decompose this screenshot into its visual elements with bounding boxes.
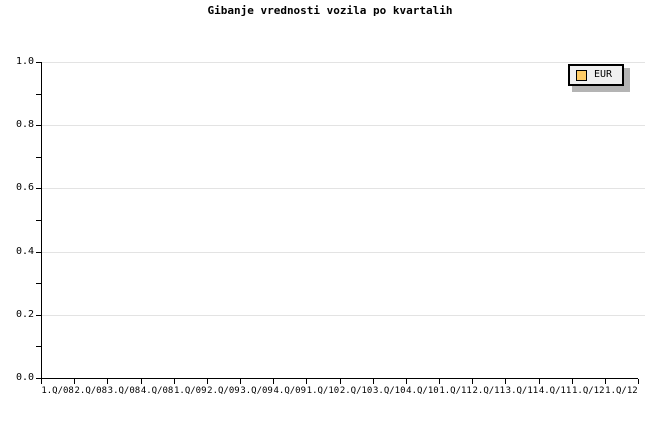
- x-axis-label: 3.Q/09: [240, 386, 273, 396]
- x-axis-tick: [174, 379, 175, 384]
- x-axis-label: 3.Q/08: [107, 386, 141, 396]
- x-axis-tick: [605, 379, 606, 384]
- x-axis-label: 4.Q/08: [140, 386, 174, 396]
- y-axis-label-wrap: 0.0: [0, 373, 34, 383]
- x-axis-label: 2.Q/11: [472, 386, 506, 396]
- x-axis-line: [41, 378, 638, 379]
- x-axis-tick: [74, 379, 75, 384]
- gridline: [41, 314, 645, 316]
- x-axis-label: 4.Q/10: [406, 386, 439, 396]
- x-axis-label: 1.Q/09: [173, 386, 207, 396]
- x-axis-tick: [41, 379, 42, 384]
- y-axis-tick: [36, 252, 41, 253]
- y-axis-tick: [36, 378, 41, 379]
- x-axis-label: 4.Q/09: [273, 386, 307, 396]
- x-axis-tick: [472, 379, 473, 384]
- y-axis-label-wrap: 0.8: [0, 120, 34, 130]
- x-axis-tick: [439, 379, 440, 384]
- y-axis-minor-tick: [36, 157, 41, 158]
- x-axis-label: 2.Q/10: [339, 386, 373, 396]
- x-axis-tick: [539, 379, 540, 384]
- x-axis-tick: [141, 379, 142, 384]
- y-axis-label-wrap: 0.2: [0, 310, 34, 320]
- x-axis-tick: [406, 379, 407, 384]
- x-axis-tick: [273, 379, 274, 384]
- x-axis-tick: [306, 379, 307, 384]
- x-axis-tick: [572, 379, 573, 384]
- x-axis-tick: [505, 379, 506, 384]
- y-axis-minor-tick: [36, 283, 41, 284]
- x-axis-label: 1.Q/12: [605, 386, 638, 396]
- x-axis-label: 1.Q/12: [571, 386, 605, 396]
- y-axis-minor-tick: [36, 346, 41, 347]
- legend-swatch-eur: [576, 69, 587, 81]
- x-axis-label: 4.Q/11: [538, 386, 572, 396]
- x-axis-tick: [638, 379, 639, 384]
- gridline: [41, 62, 645, 63]
- x-axis-tick: [340, 379, 341, 384]
- y-axis-label-wrap: 0.6: [0, 183, 34, 193]
- legend-label-eur: EUR: [594, 69, 613, 80]
- y-axis-label: 0.8: [15, 119, 34, 130]
- y-axis-tick: [36, 62, 41, 63]
- gridline: [41, 125, 645, 127]
- y-axis-line: [41, 62, 42, 379]
- x-axis-label: 3.Q/10: [372, 386, 406, 396]
- y-axis-label: 0.4: [15, 246, 34, 257]
- x-axis-tick: [207, 379, 208, 384]
- gridline: [41, 251, 645, 253]
- x-axis-tick: [240, 379, 241, 384]
- y-axis-label: 0.6: [15, 182, 34, 193]
- x-axis-tick: [107, 379, 108, 384]
- x-axis-label: 2.Q/09: [207, 386, 240, 396]
- x-axis-label: 1.Q/10: [306, 386, 340, 396]
- gridline: [41, 188, 645, 190]
- x-axis-label: 2.Q/08: [74, 386, 108, 396]
- y-axis-label-wrap: 0.4: [0, 247, 34, 257]
- y-axis-minor-tick: [36, 94, 41, 95]
- legend[interactable]: EUR: [568, 64, 624, 86]
- y-axis-label-wrap: 1.0: [0, 57, 34, 67]
- y-axis-label: 1.0: [15, 56, 34, 67]
- y-axis-minor-tick: [36, 220, 41, 221]
- y-axis-tick: [36, 315, 41, 316]
- x-axis-label: 1.Q/08: [41, 386, 74, 396]
- y-axis-label: 0.0: [15, 372, 34, 383]
- y-axis-tick: [36, 188, 41, 189]
- y-axis-tick: [36, 125, 41, 126]
- x-axis-tick: [373, 379, 374, 384]
- x-axis-label: 1.Q/11: [439, 386, 472, 396]
- x-axis-label: 3.Q/11: [505, 386, 539, 396]
- plot-area: [41, 62, 645, 378]
- chart-title: Gibanje vrednosti vozila po kvartalih: [207, 4, 453, 17]
- y-axis-label: 0.2: [15, 309, 34, 320]
